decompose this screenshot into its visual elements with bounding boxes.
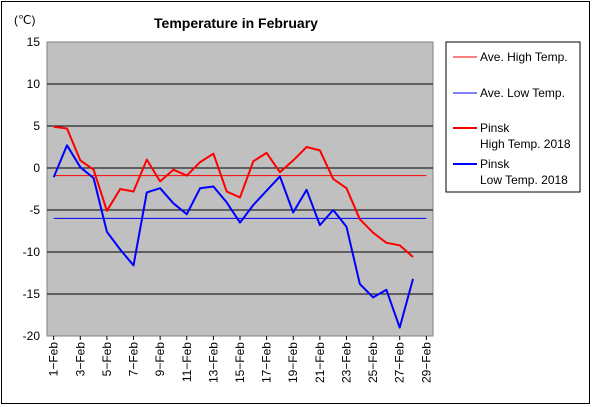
y-tick-label: -10 (23, 245, 41, 259)
chart-title: Temperature in February (154, 15, 318, 31)
y-axis-ticks: 15 10 5 0 -5 -10 -15 -20 (23, 35, 41, 343)
legend-label: Pinsk (480, 121, 510, 135)
y-tick-label: 15 (27, 35, 41, 49)
x-tick-label: 1−Feb (47, 342, 61, 377)
x-tick-label: 5−Feb (100, 342, 114, 377)
legend-label: Low Temp. 2018 (480, 173, 568, 187)
x-tick-label: 7−Feb (127, 342, 141, 377)
x-tick-label: 15−Feb (233, 342, 247, 383)
x-tick-label: 25−Feb (366, 342, 380, 383)
x-tick-label: 17−Feb (260, 342, 274, 383)
legend-label: Pinsk (480, 157, 510, 171)
y-tick-label: 0 (33, 161, 40, 175)
x-tick-label: 21−Feb (313, 342, 327, 383)
plot-area (46, 41, 434, 337)
x-tick-label: 23−Feb (339, 342, 353, 383)
series-lines (52, 125, 427, 329)
y-tick-label: 5 (33, 119, 40, 133)
legend: Ave. High Temp. Ave. Low Temp. Pinsk High T… (445, 41, 581, 193)
x-tick-label: 29−Feb (419, 342, 433, 383)
x-tick-label: 13−Feb (206, 342, 220, 383)
legend-label: Ave. Low Temp. (480, 86, 565, 100)
legend-box (445, 41, 581, 193)
legend-label: Ave. High Temp. (480, 50, 568, 64)
y-tick-label: 10 (27, 77, 41, 91)
x-tick-label: 19−Feb (286, 342, 300, 383)
legend-label: High Temp. 2018 (480, 137, 571, 151)
y-tick-label: -20 (23, 329, 41, 343)
y-tick-label: -5 (29, 203, 40, 217)
x-tick-label: 11−Feb (180, 342, 194, 382)
x-tick-label: 27−Feb (393, 342, 407, 383)
x-tick-label: 9−Feb (153, 342, 167, 377)
x-axis-ticks: 1−Feb 3−Feb 5−Feb 7−Feb 9−Feb 11−Feb 13−Feb 15−… (47, 336, 433, 383)
series-line-4 (52, 144, 414, 329)
series-line-3 (53, 125, 414, 258)
y-tick-label: -15 (23, 287, 41, 301)
x-tick-label: 3−Feb (73, 342, 87, 377)
y-axis-unit-label: (℃) (14, 13, 35, 27)
